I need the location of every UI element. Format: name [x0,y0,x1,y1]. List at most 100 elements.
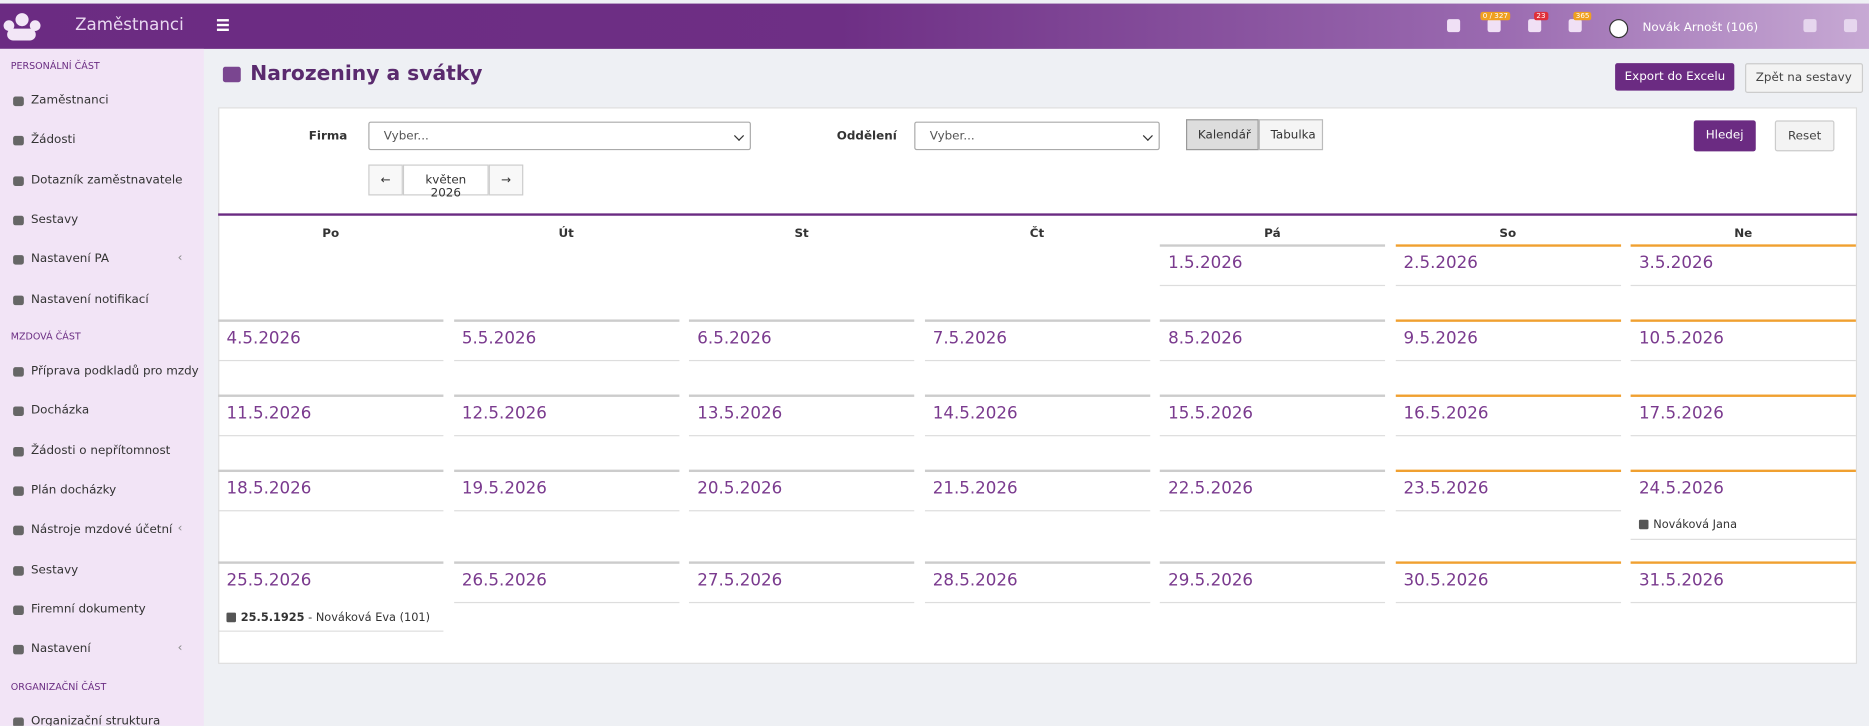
menu-item[interactable]: Nástroje mzdové účetní [30,523,173,537]
menu-item[interactable]: Firemní dokumenty [30,602,146,617]
next-month[interactable]: → [488,164,524,196]
day-cell[interactable]: 10.5.2026 [1630,319,1856,379]
view-calendar[interactable]: Kalendář [1186,119,1259,151]
day-cell[interactable]: 22.5.2026 [1159,469,1386,526]
user-name[interactable]: Novák Arnošt (106) [1642,21,1759,35]
logo[interactable] [3,13,41,41]
page-title: Narozeniny a svátky [250,61,483,86]
expand-arrow[interactable]: ‹ [177,251,183,265]
day-divider [688,510,915,512]
day-cell[interactable]: 11.5.2026 [218,394,444,455]
export-button[interactable]: Export do Excelu [1615,63,1735,91]
day-date: 11.5.2026 [226,404,312,424]
birthday-event[interactable]: 25.5.1925 - Nováková Eva (101) [226,611,431,625]
day-cell[interactable]: 19.5.2026 [453,469,679,526]
day-cell[interactable]: 28.5.2026 [924,561,1150,621]
day-cell[interactable]: 26.5.2026 [453,561,679,621]
expand-arrow[interactable]: ‹ [177,522,183,536]
day-cell[interactable]: 3.5.2026 [1630,244,1856,304]
department-select[interactable]: Vyber... [914,121,1160,151]
notifications-icon[interactable] [1528,19,1542,33]
menu-item[interactable]: Nastavení PA [30,252,110,267]
menu-item[interactable]: Nastavení notifikací [30,292,149,306]
menu-item[interactable]: Příprava podkladů pro mzdy [30,364,199,378]
day-date: 18.5.2026 [226,479,312,499]
day-cell[interactable]: 5.5.2026 [453,319,679,379]
day-cell[interactable]: 30.5.2026 [1395,561,1621,621]
day-divider [688,601,915,604]
day-cell[interactable]: 8.5.2026 [1159,319,1386,379]
app-name[interactable]: Zaměstnanci [75,15,184,35]
menu-icon [13,446,24,457]
day-cell[interactable]: 15.5.2026 [1159,394,1386,455]
calendar-icon[interactable] [1447,19,1461,33]
menu-item[interactable]: Dotazník zaměstnavatele [30,173,183,187]
day-divider [1630,538,1856,540]
messages-icon[interactable] [1568,19,1582,33]
day-cell[interactable]: 14.5.2026 [924,394,1150,455]
menu-item[interactable]: Plán docházky [30,483,117,497]
day-date: 19.5.2026 [461,479,547,499]
view-table[interactable]: Tabulka [1258,119,1324,151]
reset-button[interactable]: Reset [1774,120,1835,152]
back-button[interactable]: Zpět na sestavy [1745,63,1863,93]
day-cell[interactable]: 12.5.2026 [453,394,679,455]
day-cell[interactable]: 27.5.2026 [688,561,915,621]
day-cell[interactable]: 17.5.2026 [1630,394,1856,455]
day-divider [1159,359,1386,362]
day-divider [1395,435,1621,437]
day-cell[interactable]: 23.5.2026 [1395,469,1621,526]
day-cell[interactable]: 13.5.2026 [688,394,915,455]
day-date: 30.5.2026 [1403,570,1489,591]
tasks-icon[interactable] [1487,19,1501,33]
day-cell[interactable]: 21.5.2026 [924,469,1150,526]
day-cell[interactable]: 18.5.2026 [218,469,444,526]
top-bar: Zaměstnanci 0 / 327 23 365 Novák Arnošt … [0,3,1869,49]
menu-item[interactable]: Organizační struktura [30,715,161,726]
day-divider [218,359,444,362]
day-divider [1630,284,1856,287]
section-title: ORGANIZAČNÍ ČÁST [10,681,107,693]
event-text: - Nováková Eva (101) [304,611,431,625]
day-date: 7.5.2026 [932,328,1008,349]
menu-item[interactable]: Zaměstnanci [30,94,109,108]
day-cell[interactable]: 9.5.2026 [1395,319,1621,379]
menu-item[interactable]: Žádosti o nepřítomnost [30,444,171,458]
bank-icon[interactable] [1803,19,1817,33]
menu-item[interactable]: Sestavy [30,563,79,577]
day-divider [453,510,679,512]
day-divider [924,359,1150,362]
menu-toggle[interactable] [216,19,229,33]
section-title: PERSONÁLNÍ ČÁST [10,60,100,72]
avatar[interactable] [1609,19,1629,39]
day-cell[interactable]: 4.5.2026 [218,319,444,379]
department-label: Oddělení [836,129,897,144]
sidebar: PERSONÁLNÍ ČÁST Zaměstnanci Žádosti Dotazní… [0,48,204,726]
home-icon[interactable] [1843,19,1858,33]
day-divider [218,435,444,437]
day-cell[interactable]: 29.5.2026 [1159,561,1386,621]
menu-item[interactable]: Nastavení [30,642,91,656]
menu-item[interactable]: Žádosti [30,133,76,147]
expand-arrow[interactable]: ‹ [177,641,183,655]
day-cell[interactable]: 16.5.2026 [1395,394,1621,455]
day-cell[interactable]: 25.5.2026 [218,561,444,621]
day-date: 22.5.2026 [1168,479,1254,499]
day-cell[interactable]: 24.5.2026 [1630,469,1856,526]
menu-item[interactable]: Sestavy [30,213,79,227]
day-cell[interactable]: 7.5.2026 [924,319,1150,379]
tasks-badge: 0 / 327 [1480,11,1511,21]
day-date: 15.5.2026 [1168,404,1254,424]
prev-month[interactable]: ← [368,164,403,196]
day-cell[interactable]: 20.5.2026 [688,469,915,526]
menu-item[interactable]: Docházka [30,404,90,418]
day-cell[interactable]: 31.5.2026 [1630,561,1856,621]
company-select[interactable]: Vyber... [368,121,751,151]
search-button[interactable]: Hledej [1693,120,1756,152]
day-cell[interactable]: 2.5.2026 [1395,244,1621,304]
day-date: 3.5.2026 [1638,253,1714,273]
nameday-event[interactable]: Nováková Jana [1638,519,1737,532]
day-cell[interactable]: 1.5.2026 [1159,244,1386,304]
menu-icon [13,295,24,305]
day-cell[interactable]: 6.5.2026 [688,319,915,379]
